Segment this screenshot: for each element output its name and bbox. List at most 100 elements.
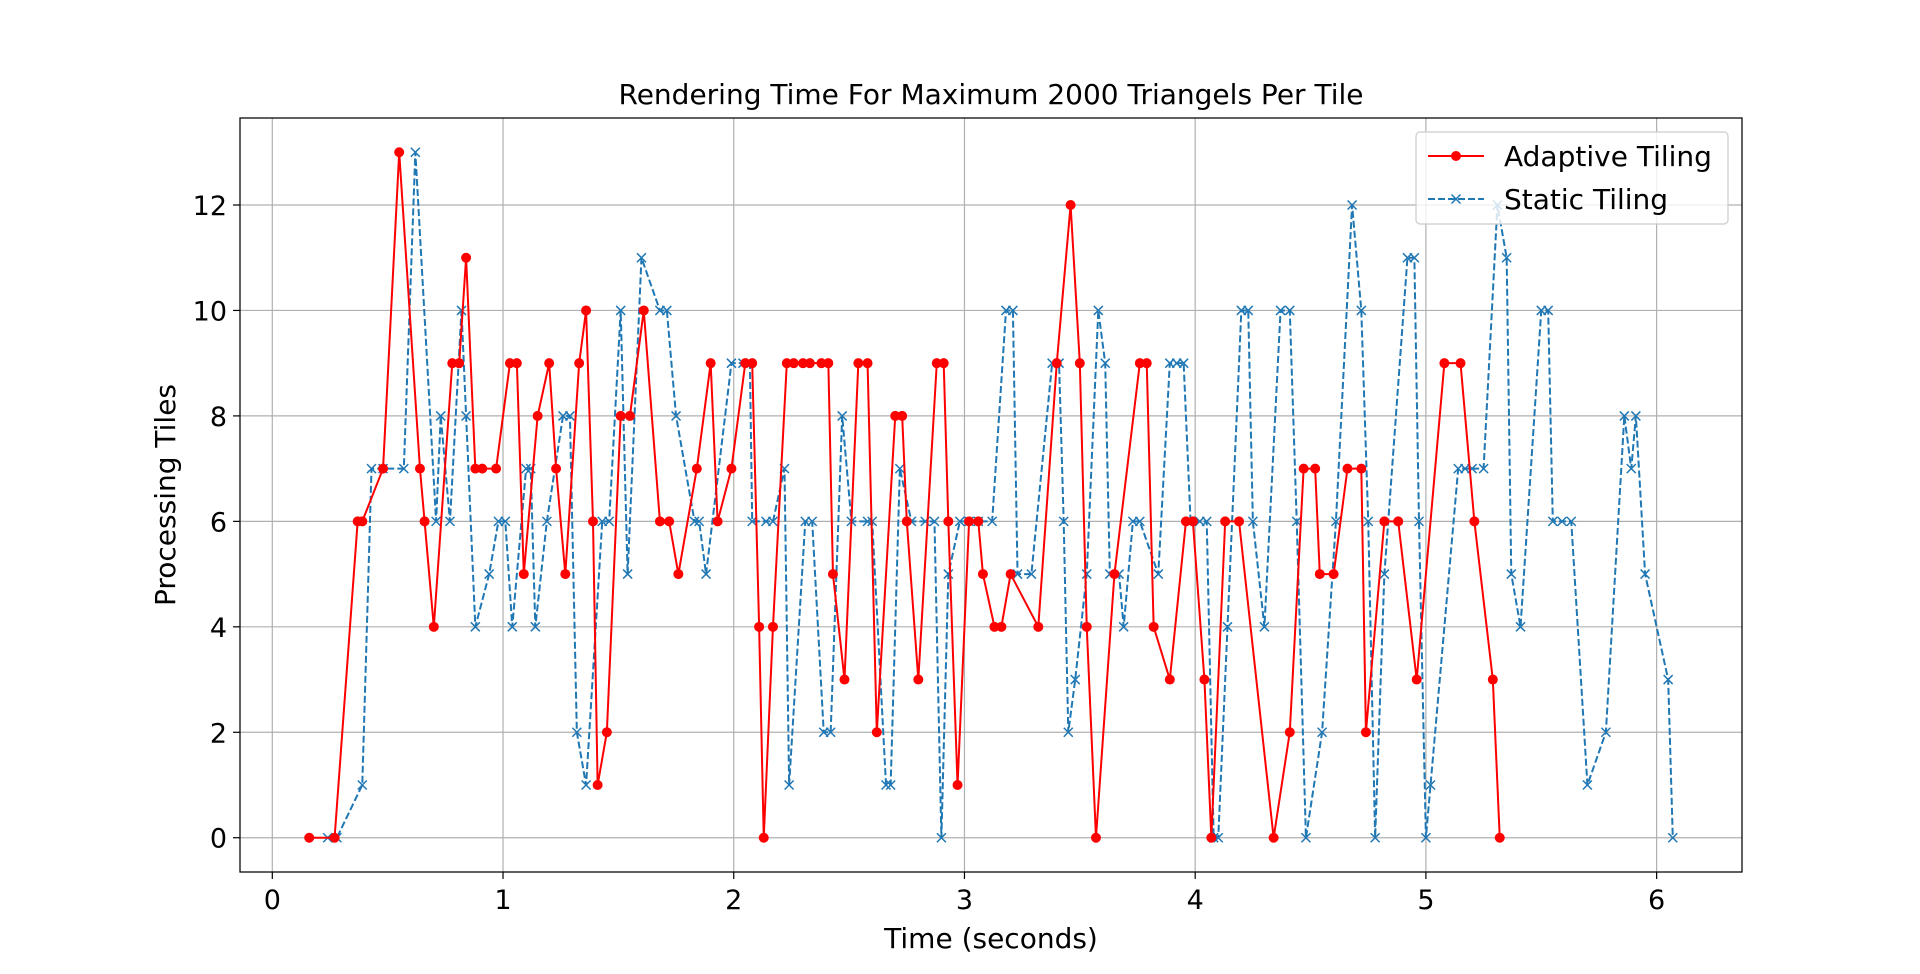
data-point [1469, 516, 1480, 527]
data-point [1243, 305, 1254, 316]
x-tick-label: 4 [1187, 885, 1204, 916]
data-point [694, 516, 705, 527]
data-point [758, 832, 769, 843]
data-point [615, 410, 626, 421]
data-point [1420, 832, 1431, 843]
data-point [1065, 200, 1076, 210]
data-point [837, 410, 848, 421]
data-point [1284, 727, 1295, 738]
data-point [862, 358, 873, 369]
data-point [1298, 463, 1309, 474]
data-point [671, 410, 682, 421]
data-point [1667, 832, 1678, 843]
data-point [1557, 516, 1568, 527]
data-point [431, 516, 442, 527]
data-point [398, 463, 409, 474]
data-point [987, 516, 998, 527]
data-point [767, 516, 778, 527]
data-point [1187, 516, 1198, 527]
legend-box [1415, 131, 1729, 225]
data-point [871, 727, 882, 738]
data-point [705, 358, 716, 369]
x-tick-label: 0 [264, 885, 281, 916]
data-point [726, 358, 737, 369]
data-point [444, 516, 455, 527]
data-point [1393, 516, 1404, 527]
data-point [929, 516, 940, 527]
data-point [560, 569, 571, 580]
data-point [435, 410, 446, 421]
data-point [1153, 569, 1164, 580]
data-point [1347, 199, 1358, 211]
data-point [366, 463, 377, 474]
data-point [1300, 832, 1311, 843]
data-point [1259, 621, 1270, 632]
data-point [507, 621, 518, 632]
data-point [541, 516, 552, 527]
data-point [1247, 516, 1258, 527]
data-point [661, 305, 672, 316]
data-point [1330, 516, 1341, 527]
data-point [1081, 569, 1092, 580]
data-point [689, 516, 700, 527]
data-point [1356, 463, 1367, 474]
data-point [1494, 832, 1505, 843]
data-point [1074, 358, 1085, 369]
data-point [394, 147, 405, 158]
data-point [1363, 516, 1374, 527]
data-point [461, 252, 472, 263]
data-point [1118, 621, 1129, 632]
data-point [804, 358, 815, 369]
data-point [1314, 569, 1325, 580]
data-point [414, 463, 425, 474]
plot-series [304, 147, 1678, 843]
data-point [500, 516, 511, 527]
series-static-tiling [322, 147, 1678, 843]
legend-marker-point [1451, 151, 1461, 161]
data-point [564, 410, 575, 421]
data-point [1342, 463, 1353, 474]
data-point [1626, 463, 1637, 474]
data-point [461, 410, 472, 421]
y-tick-label: 2 [210, 718, 227, 749]
legend-label-adaptive-tiling: Adaptive Tiling [1504, 140, 1712, 173]
data-point [897, 410, 908, 421]
data-point [1409, 252, 1420, 263]
data-point [767, 621, 778, 632]
legend: Adaptive Tiling Static Tiling [1415, 131, 1729, 225]
data-point [357, 779, 368, 791]
data-point [357, 516, 368, 527]
series-adaptive-tiling [304, 147, 1505, 843]
data-point [1439, 358, 1450, 369]
x-tick-label: 1 [494, 885, 511, 916]
data-point [477, 463, 488, 474]
x-tick-label: 5 [1417, 885, 1434, 916]
data-point [825, 727, 836, 738]
legend-marker-point [1450, 193, 1462, 205]
data-point [943, 516, 954, 527]
y-tick-label: 0 [210, 824, 227, 855]
data-point [624, 410, 635, 421]
data-point [839, 674, 850, 685]
data-point [807, 516, 818, 527]
data-point [1070, 674, 1081, 685]
data-point [1310, 463, 1321, 474]
y-tick-label: 4 [210, 613, 227, 644]
data-point [1051, 358, 1062, 369]
data-point [1005, 569, 1016, 580]
plot-frame [239, 117, 1743, 873]
data-point [470, 621, 481, 632]
data-point [530, 621, 541, 632]
x-axis-label: Time (seconds) [883, 922, 1098, 955]
data-point [827, 569, 838, 580]
data-point [1090, 832, 1101, 843]
data-point [454, 358, 465, 369]
data-point [973, 516, 984, 527]
data-point [615, 305, 626, 316]
data-point [1206, 832, 1217, 843]
data-point [747, 358, 758, 369]
data-point [747, 516, 758, 527]
data-point [964, 516, 975, 527]
